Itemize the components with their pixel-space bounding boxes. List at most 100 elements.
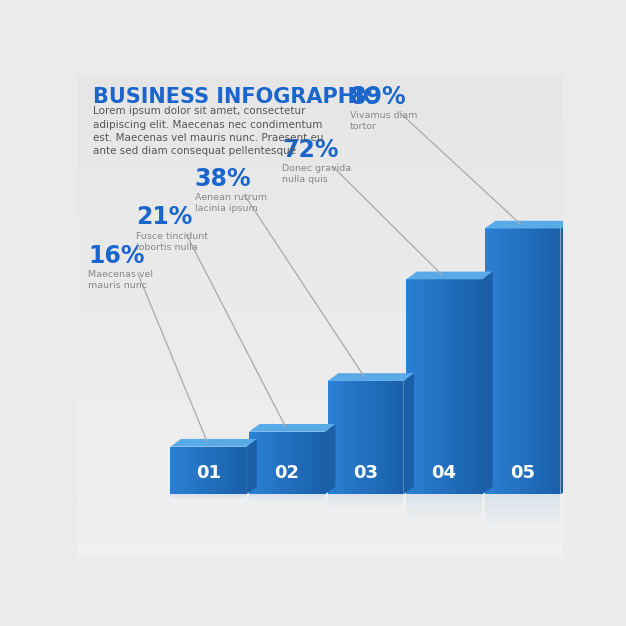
- Polygon shape: [401, 381, 403, 495]
- Polygon shape: [419, 279, 421, 495]
- Polygon shape: [304, 432, 307, 495]
- Text: 04: 04: [431, 464, 456, 483]
- Polygon shape: [292, 432, 294, 495]
- Bar: [78, 342, 563, 345]
- Bar: [78, 307, 563, 309]
- Polygon shape: [485, 497, 560, 500]
- Bar: [78, 167, 563, 169]
- Polygon shape: [264, 432, 267, 495]
- Polygon shape: [332, 381, 335, 495]
- Bar: [78, 256, 563, 259]
- Bar: [78, 104, 563, 106]
- Bar: [78, 521, 563, 523]
- Bar: [78, 304, 563, 307]
- Polygon shape: [439, 279, 441, 495]
- Polygon shape: [540, 228, 543, 495]
- Bar: [78, 324, 563, 326]
- Bar: [78, 157, 563, 160]
- Polygon shape: [297, 432, 299, 495]
- Polygon shape: [406, 272, 493, 279]
- Polygon shape: [327, 381, 330, 495]
- Bar: [78, 535, 563, 538]
- Bar: [78, 116, 563, 118]
- Polygon shape: [228, 447, 231, 495]
- Bar: [78, 290, 563, 292]
- Polygon shape: [327, 373, 414, 381]
- Polygon shape: [485, 495, 560, 497]
- Bar: [78, 109, 563, 111]
- Polygon shape: [406, 499, 482, 501]
- Bar: [78, 516, 563, 518]
- Polygon shape: [441, 279, 444, 495]
- Bar: [78, 254, 563, 256]
- Bar: [78, 439, 563, 441]
- Polygon shape: [426, 279, 429, 495]
- Polygon shape: [267, 432, 269, 495]
- Polygon shape: [475, 279, 477, 495]
- Polygon shape: [254, 432, 257, 495]
- Bar: [78, 405, 563, 408]
- Bar: [78, 268, 563, 270]
- Polygon shape: [378, 381, 381, 495]
- Bar: [78, 483, 563, 485]
- Bar: [78, 415, 563, 418]
- Bar: [78, 434, 563, 437]
- Bar: [78, 509, 563, 511]
- Bar: [78, 391, 563, 393]
- Bar: [78, 345, 563, 347]
- Polygon shape: [190, 447, 193, 495]
- Bar: [78, 118, 563, 121]
- Polygon shape: [462, 279, 464, 495]
- Polygon shape: [406, 505, 482, 508]
- Bar: [78, 490, 563, 492]
- Polygon shape: [327, 500, 403, 501]
- Polygon shape: [259, 432, 262, 495]
- Polygon shape: [368, 381, 371, 495]
- Polygon shape: [173, 447, 175, 495]
- Polygon shape: [480, 279, 482, 495]
- Bar: [78, 234, 563, 237]
- Bar: [78, 548, 563, 550]
- Text: 21%: 21%: [136, 205, 193, 229]
- Bar: [78, 321, 563, 324]
- Bar: [78, 555, 563, 557]
- Polygon shape: [241, 447, 244, 495]
- Polygon shape: [485, 510, 560, 513]
- Bar: [78, 164, 563, 167]
- Bar: [78, 249, 563, 251]
- Polygon shape: [302, 432, 304, 495]
- Polygon shape: [284, 432, 287, 495]
- Bar: [78, 552, 563, 555]
- Bar: [78, 85, 563, 87]
- Bar: [78, 331, 563, 333]
- Bar: [78, 543, 563, 545]
- Bar: [78, 362, 563, 364]
- Bar: [78, 172, 563, 174]
- Bar: [78, 333, 563, 336]
- Polygon shape: [459, 279, 462, 495]
- Polygon shape: [366, 381, 368, 495]
- Bar: [78, 265, 563, 268]
- Polygon shape: [485, 228, 487, 495]
- Bar: [78, 367, 563, 369]
- Polygon shape: [327, 499, 403, 500]
- Bar: [78, 277, 563, 280]
- Bar: [78, 232, 563, 234]
- Bar: [78, 311, 563, 314]
- Bar: [78, 376, 563, 379]
- Bar: [78, 487, 563, 490]
- Polygon shape: [262, 432, 264, 495]
- Text: Aenean rutrum
lacinia ipsum: Aenean rutrum lacinia ipsum: [195, 193, 267, 213]
- Bar: [78, 297, 563, 299]
- Polygon shape: [451, 279, 454, 495]
- Polygon shape: [485, 221, 571, 228]
- Polygon shape: [206, 447, 208, 495]
- Bar: [78, 222, 563, 225]
- Polygon shape: [343, 381, 346, 495]
- Bar: [78, 260, 563, 263]
- Polygon shape: [203, 447, 206, 495]
- Bar: [78, 432, 563, 434]
- Polygon shape: [393, 381, 396, 495]
- Polygon shape: [315, 432, 317, 495]
- Bar: [78, 299, 563, 302]
